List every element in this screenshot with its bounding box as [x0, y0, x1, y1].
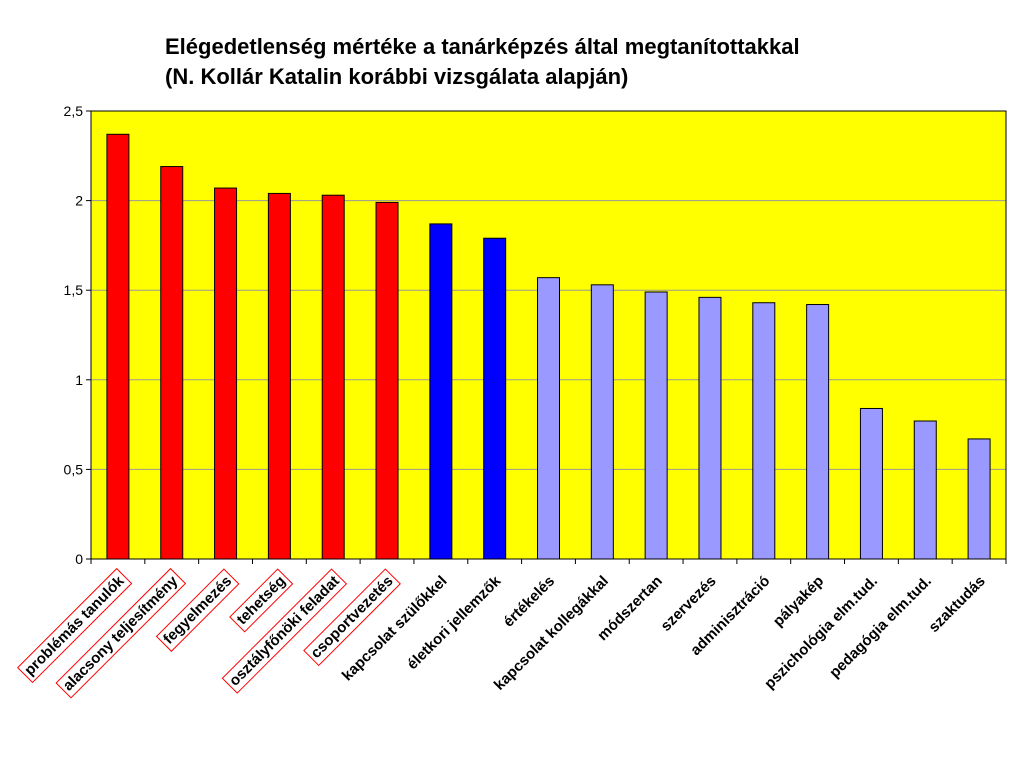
x-tick-label: pályakép: [770, 573, 827, 630]
bar: [483, 237, 507, 560]
chart-title-line-1: Elégedetlenség mértéke a tanárképzés ált…: [165, 34, 800, 59]
y-tick-label: 0: [75, 551, 83, 567]
bar: [106, 133, 130, 560]
bar: [859, 407, 883, 560]
x-tick-label-box: [16, 567, 133, 684]
bar: [913, 420, 937, 560]
x-tick-label-box: [303, 568, 401, 667]
x-tick-label-group: életkori jellemzők: [404, 572, 505, 673]
x-tick-label: problémás tanulók: [21, 572, 128, 679]
plot-border: [90, 110, 1007, 560]
y-tick-label: 1,5: [64, 282, 84, 298]
y-tick-label: 2: [75, 193, 83, 209]
x-tick-label: életkori jellemzők: [404, 572, 505, 673]
y-tick-label: 1: [75, 372, 83, 388]
x-tick-label-box: [229, 568, 294, 633]
bar: [967, 438, 991, 560]
y-tick-label: 0,5: [64, 461, 84, 477]
bar: [806, 304, 830, 560]
bar: [698, 296, 722, 560]
x-tick-label-group: szaktudás: [925, 573, 988, 636]
x-tick-label-group: pedagógia elm.tud.: [826, 573, 935, 682]
chart-title-line-2: (N. Kollár Katalin korábbi vizsgálata al…: [165, 64, 629, 89]
bar: [752, 302, 776, 560]
bar: [214, 187, 238, 560]
x-tick-label-box: [55, 567, 187, 699]
x-tick-label-box: [221, 568, 348, 694]
chart-title: Elégedetlenség mértéke a tanárképzés ált…: [165, 32, 1005, 92]
bar: [644, 291, 668, 560]
bar: [375, 201, 399, 560]
bar: [537, 277, 560, 560]
x-tick-label-group: csoportvezetés: [303, 568, 401, 667]
y-tick-label: 2,5: [64, 103, 84, 119]
x-tick-label-box: [155, 568, 240, 652]
x-tick-label: szaktudás: [925, 573, 988, 636]
x-tick-label-group: pályakép: [770, 573, 827, 630]
bar: [321, 194, 345, 560]
bar: [160, 166, 184, 560]
bar: [267, 192, 291, 560]
bar: [429, 223, 453, 560]
x-tick-label-group: problémás tanulók: [16, 567, 133, 684]
x-tick-label: pedagógia elm.tud.: [826, 573, 935, 682]
bar: [590, 284, 614, 560]
